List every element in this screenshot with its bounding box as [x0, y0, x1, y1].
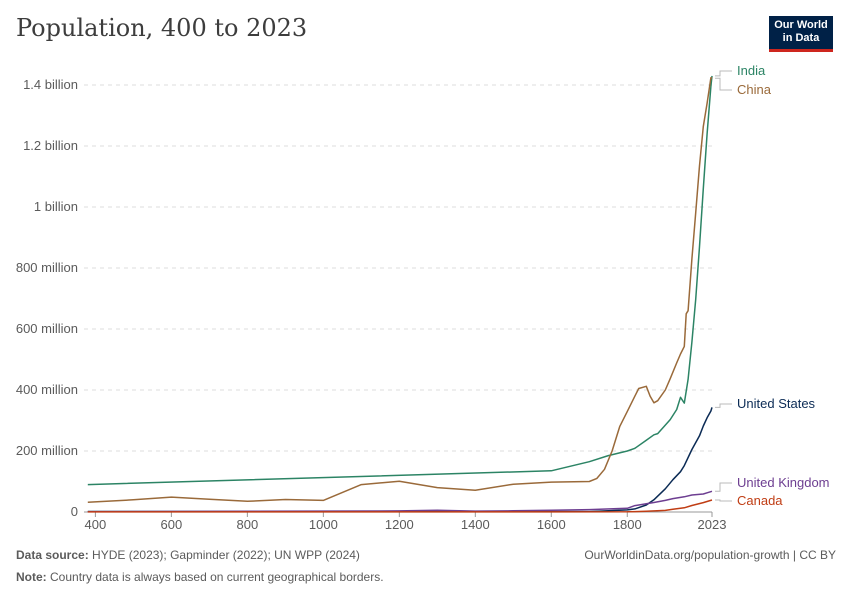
series-line-united-states — [87, 407, 713, 513]
series-line-canada — [87, 499, 713, 513]
series-line-china — [87, 76, 713, 503]
y-tick-label: 1 billion — [34, 199, 78, 214]
note-label: Note: — [16, 570, 47, 584]
x-tick-label: 1600 — [537, 517, 566, 532]
logo-line-1: Our World — [774, 19, 828, 31]
x-tick-label: 2023 — [698, 517, 727, 532]
line-chart: 0 200 million 400 million 600 million 800 mi… — [16, 63, 830, 532]
data-source: Data source: HYDE (2023); Gapminder (202… — [16, 548, 360, 562]
x-tick-label: 1800 — [613, 517, 642, 532]
series-label: Canada — [737, 493, 783, 508]
owid-logo[interactable]: Our World in Data — [769, 16, 833, 52]
y-tick-label: 0 — [71, 504, 78, 519]
y-tick-label: 600 million — [16, 321, 78, 336]
series-line-united-kingdom — [87, 490, 713, 513]
chart-note: Note: Country data is always based on cu… — [16, 570, 384, 584]
y-tick-label: 1.2 billion — [23, 138, 78, 153]
x-tick-label: 600 — [161, 517, 183, 532]
y-tick-label: 200 million — [16, 443, 78, 458]
leader-line — [715, 77, 732, 91]
leader-line — [715, 403, 732, 408]
leader-line — [715, 482, 732, 492]
series-label: United Kingdom — [737, 475, 830, 490]
note-text: Country data is always based on current … — [50, 570, 384, 584]
leader-line — [715, 499, 732, 502]
series-label: India — [737, 63, 766, 78]
chart-title: Population, 400 to 2023 — [16, 14, 308, 42]
series-line-india — [87, 75, 713, 486]
y-tick-label: 1.4 billion — [23, 77, 78, 92]
logo-line-2: in Data — [782, 32, 820, 44]
x-tick-label: 1200 — [385, 517, 414, 532]
x-tick-label: 1000 — [309, 517, 338, 532]
series-label: United States — [737, 396, 816, 411]
y-tick-label: 800 million — [16, 260, 78, 275]
data-source-label: Data source: — [16, 548, 89, 562]
x-tick-label: 800 — [237, 517, 259, 532]
data-source-text: HYDE (2023); Gapminder (2022); UN WPP (2… — [92, 548, 360, 562]
series-label: China — [737, 82, 772, 97]
x-tick-label: 1400 — [461, 517, 490, 532]
credit-link[interactable]: OurWorldinData.org/population-growth | C… — [584, 548, 836, 562]
x-tick-label: 400 — [85, 517, 107, 532]
leader-line — [715, 70, 732, 77]
y-tick-label: 400 million — [16, 382, 78, 397]
